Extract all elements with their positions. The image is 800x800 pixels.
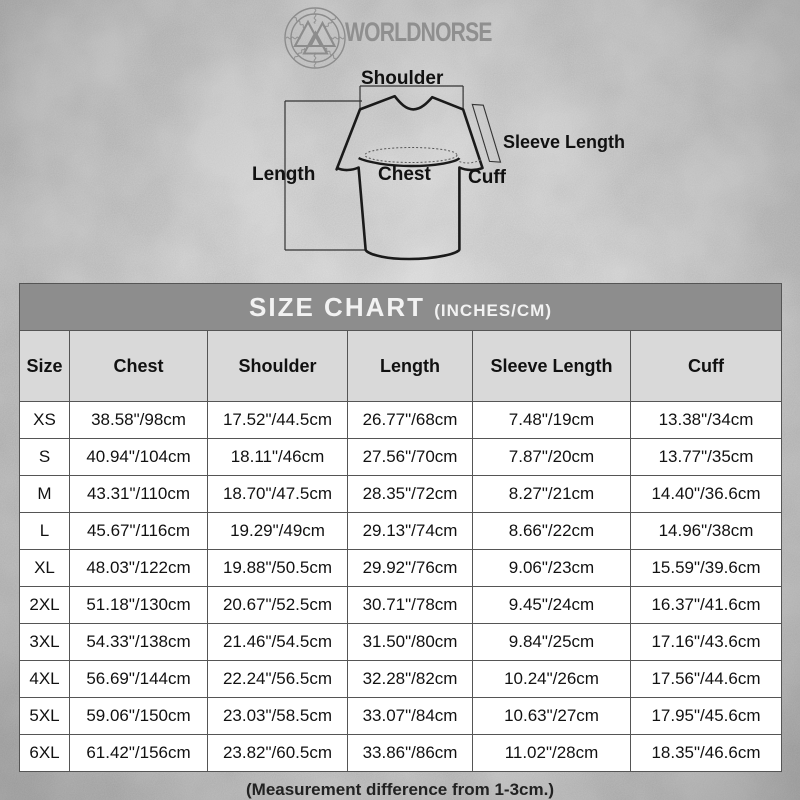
svg-text:Chest: Chest — [378, 164, 431, 185]
svg-text:Shoulder: Shoulder — [361, 68, 444, 89]
svg-text:Sleeve Length: Sleeve Length — [503, 132, 625, 152]
svg-text:Cuff: Cuff — [468, 167, 507, 188]
svg-text:Length: Length — [252, 164, 315, 185]
